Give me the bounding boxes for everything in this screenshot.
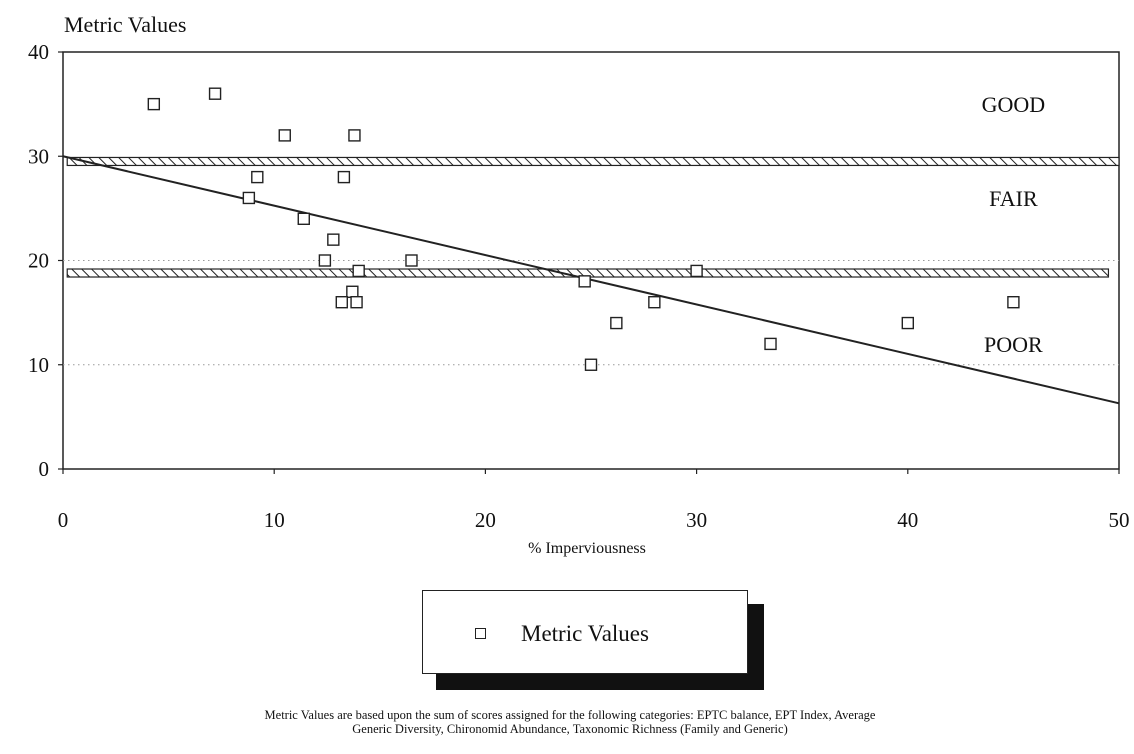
data-point	[318, 254, 332, 267]
data-point	[648, 296, 661, 309]
zone-label-good: GOOD	[982, 92, 1046, 117]
x-tick-label: 40	[897, 508, 918, 532]
data-point	[610, 316, 623, 330]
data-point	[578, 275, 591, 288]
x-tick-label: 0	[58, 508, 69, 532]
footnote-line-1: Metric Values are based upon the sum of …	[264, 708, 876, 722]
regression-line	[62, 155, 1120, 405]
x-axis-title: % Imperviousness	[528, 540, 646, 557]
data-point	[337, 170, 351, 184]
data-point	[346, 285, 359, 298]
data-point	[335, 296, 348, 309]
footnote: Metric Values are based upon the sum of …	[20, 708, 1120, 736]
zone-labels: GOOD FAIR POOR	[982, 92, 1046, 357]
legend-square-marker-icon	[475, 628, 486, 639]
data-point	[297, 212, 310, 226]
y-tick-label: 0	[39, 457, 50, 481]
y-tick-label: 40	[28, 40, 49, 64]
data-point	[1007, 296, 1020, 309]
data-point	[584, 358, 598, 371]
data-point	[348, 129, 361, 142]
y-tick-label: 10	[28, 353, 49, 377]
y-axis-title: Metric Values	[64, 12, 186, 37]
threshold-band	[66, 156, 1120, 167]
footnote-line-2: Generic Diversity, Chironomid Abundance,…	[352, 722, 788, 736]
scatter-chart: Metric Values GOOD FAIR POOR 0 10 20 30 40 0 10…	[28, 12, 1130, 557]
x-tick-labels: 0 10 20 30 40 50	[58, 469, 1130, 532]
y-tick-label: 30	[28, 144, 49, 168]
data-point	[242, 191, 256, 205]
data-point	[350, 296, 363, 309]
y-tick-labels: 0 10 20 30 40	[28, 40, 63, 481]
data-point	[405, 254, 418, 267]
data-point	[901, 316, 914, 330]
plot-area-frame	[62, 51, 1120, 470]
x-tick-label: 30	[686, 508, 707, 532]
threshold-bands	[66, 156, 1120, 278]
legend: Metric Values	[422, 590, 764, 690]
x-tick-label: 10	[264, 508, 285, 532]
data-point	[764, 337, 777, 351]
regression-line-group	[62, 155, 1120, 405]
x-tick-label: 50	[1109, 508, 1130, 532]
legend-box: Metric Values	[422, 590, 748, 674]
data-point	[352, 264, 365, 278]
zone-label-poor: POOR	[984, 332, 1043, 357]
data-point	[251, 170, 264, 184]
grid-lines	[63, 260, 1119, 366]
data-point	[690, 264, 703, 278]
y-tick-label: 20	[28, 249, 49, 273]
data-point	[147, 97, 161, 111]
data-point	[278, 129, 291, 142]
data-points	[147, 87, 1020, 371]
zone-label-fair: FAIR	[989, 186, 1038, 211]
data-point	[327, 233, 340, 246]
data-point	[208, 87, 222, 100]
legend-label: Metric Values	[521, 621, 649, 646]
x-tick-label: 20	[475, 508, 496, 532]
